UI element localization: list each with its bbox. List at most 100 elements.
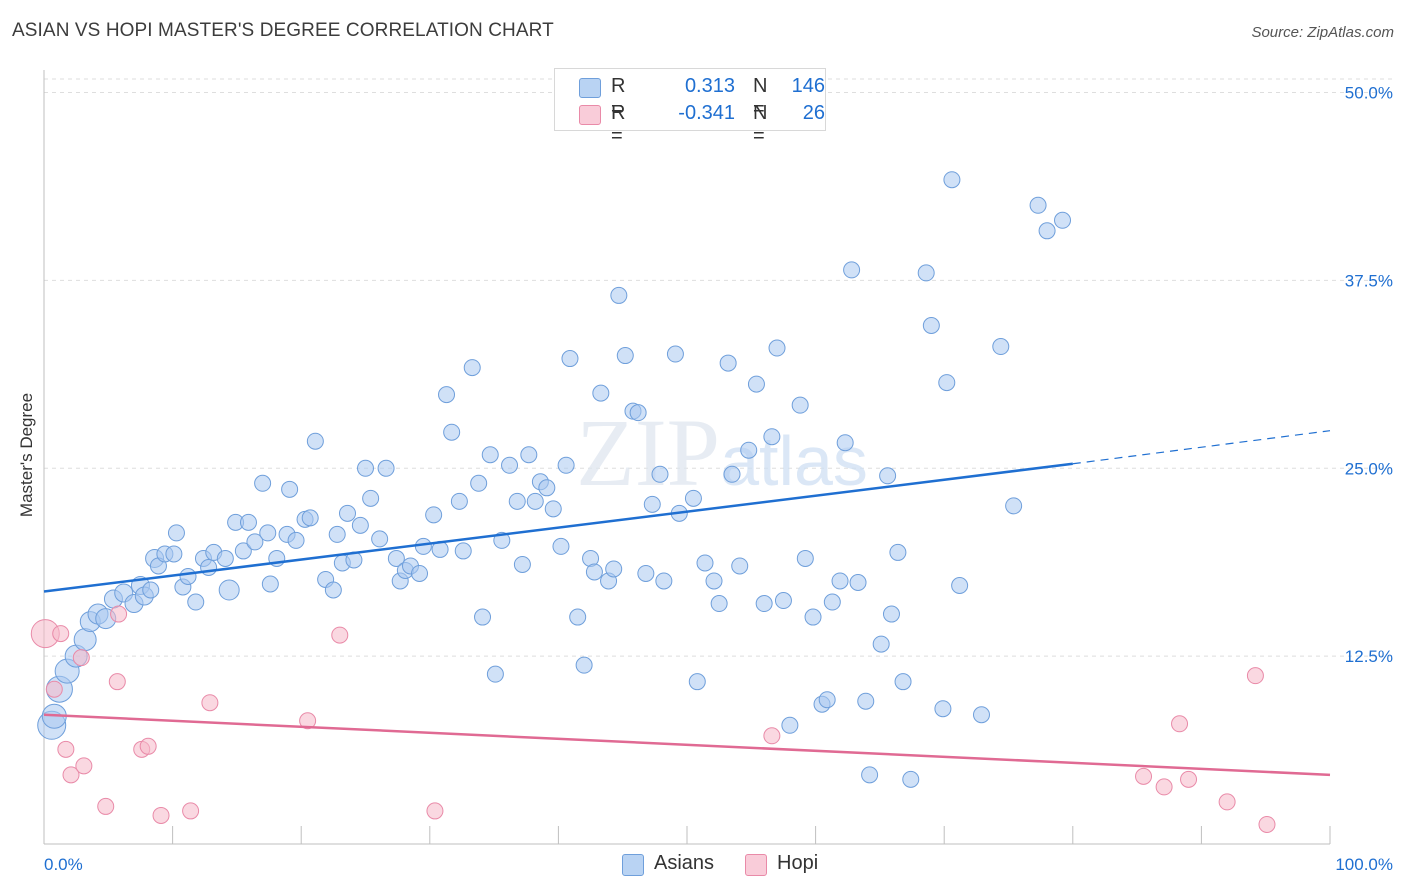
asians-point	[474, 608, 492, 626]
asians-point	[414, 537, 432, 555]
asians-point	[688, 673, 706, 691]
asians-point	[425, 506, 443, 524]
asians-point	[470, 474, 488, 492]
asians-point	[544, 500, 562, 518]
asians-point	[774, 592, 792, 610]
asians-point	[259, 524, 277, 542]
asians-point	[763, 428, 781, 446]
asians-point	[179, 567, 197, 585]
asians-point	[575, 656, 593, 674]
hopi-point	[62, 766, 80, 784]
asians-point	[351, 516, 369, 534]
asians-point	[831, 572, 849, 590]
trend-lines	[43, 430, 1331, 777]
asians-point	[411, 564, 429, 582]
hopi-point	[72, 649, 90, 667]
x-ticks	[43, 826, 1331, 844]
asians-point	[569, 608, 587, 626]
asians-point	[501, 456, 519, 474]
hopi-point	[201, 694, 219, 712]
hopi-trend-line	[43, 713, 1331, 777]
asians-point	[643, 495, 661, 513]
n-label: N =	[753, 102, 768, 147]
hopi-point	[299, 712, 317, 730]
asians-point	[781, 716, 799, 734]
asians-point	[187, 593, 205, 611]
asians-point	[362, 489, 380, 507]
asians-point	[666, 345, 684, 363]
hopi-n-value: 26	[802, 102, 825, 124]
asians-swatch	[579, 78, 601, 98]
hopi-point	[1135, 767, 1153, 785]
asians-point	[520, 446, 538, 464]
hopi-legend-label: Hopi	[777, 852, 819, 874]
asians-point	[387, 549, 405, 567]
asians-point	[261, 575, 279, 593]
asians-point	[872, 635, 890, 653]
asians-point	[818, 691, 836, 709]
asians-point	[328, 525, 346, 543]
asians-point	[357, 459, 374, 477]
correlation-legend: R = 0.313 N = 146 R = -0.341 N = 26	[554, 68, 826, 147]
asians-n-value: 146	[791, 75, 825, 97]
asians-point	[943, 171, 961, 189]
asians-point	[592, 384, 610, 402]
y-tick-label: 50.0%	[1345, 84, 1393, 103]
asians-point	[747, 375, 765, 393]
hopi-point	[52, 625, 70, 643]
asians-point	[823, 593, 841, 611]
asians-point	[377, 459, 395, 477]
asians-point	[513, 555, 531, 573]
asians-point	[951, 576, 969, 594]
asians-point	[526, 492, 544, 510]
asians-point	[338, 504, 356, 522]
asians-point	[371, 530, 389, 548]
asians-point	[902, 770, 920, 788]
hopi-point	[108, 673, 126, 691]
asians-point	[836, 434, 854, 452]
asians-legend-label: Asians	[654, 852, 715, 874]
asians-point	[651, 465, 669, 483]
asians-point	[879, 467, 897, 485]
asians-point	[216, 549, 234, 567]
hopi-point	[1246, 667, 1264, 685]
asians-point	[934, 700, 952, 718]
asians-point	[1054, 211, 1072, 229]
n-label: N =	[753, 75, 768, 120]
asians-point	[972, 706, 990, 724]
data-points	[30, 171, 1276, 833]
asians-point	[796, 549, 814, 567]
asians-point	[287, 531, 305, 549]
asians-point	[917, 264, 935, 282]
asians-point	[443, 423, 461, 441]
asians-point	[719, 354, 737, 372]
asians-point	[710, 595, 728, 613]
hopi-swatch	[579, 105, 601, 125]
hopi-point	[1258, 815, 1276, 833]
x-tick-label-min: 0.0%	[44, 855, 83, 874]
asians-point	[557, 456, 575, 474]
hopi-point	[1218, 793, 1236, 811]
asians-point	[246, 533, 264, 551]
asians-point	[655, 572, 673, 590]
asians-trend-line	[43, 462, 1073, 593]
asians-point	[165, 545, 183, 563]
hopi-point	[75, 757, 93, 775]
asians-point	[301, 509, 319, 527]
hopi-point	[182, 802, 200, 820]
asians-point	[705, 572, 723, 590]
hopi-point	[57, 740, 75, 758]
r-label: R =	[611, 102, 626, 147]
hopi-point	[110, 605, 128, 623]
hopi-r-value: -0.341	[678, 102, 735, 124]
chart-title: ASIAN VS HOPI MASTER'S DEGREE CORRELATIO…	[12, 20, 554, 41]
asians-point	[731, 557, 749, 575]
asians-point	[684, 489, 702, 507]
asians-point	[755, 595, 773, 613]
asians-point	[438, 386, 456, 404]
asians-legend-swatch	[622, 854, 644, 876]
hopi-legend-swatch	[745, 854, 767, 876]
asians-point	[167, 524, 185, 542]
asians-point	[142, 581, 160, 599]
